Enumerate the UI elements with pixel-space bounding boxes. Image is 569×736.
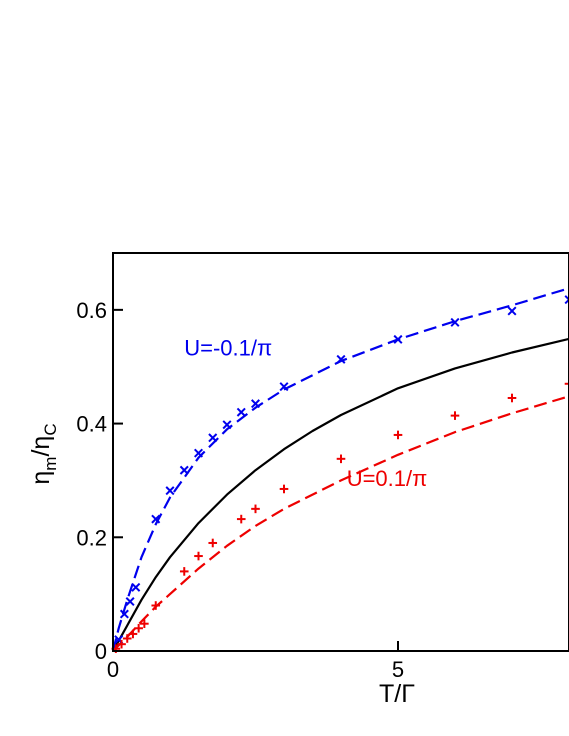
- data-point-plus-marker: [122, 634, 132, 643]
- data-point-plus-marker: [208, 538, 218, 548]
- data-point-x-marker: [193, 448, 204, 458]
- marker-stroke: [336, 354, 346, 364]
- data-point-x-marker: [222, 420, 232, 430]
- annotation-u-negative: U=-0.1/π: [184, 335, 272, 360]
- data-point-plus-marker: [236, 514, 246, 524]
- marker-stroke: [222, 420, 232, 430]
- data-point-x-marker: [208, 433, 218, 443]
- data-point-x-marker: [450, 317, 460, 327]
- marker-stroke: [250, 399, 261, 409]
- data-point-plus-marker: [450, 411, 460, 420]
- dashed-line-u-negative: [111, 287, 569, 652]
- marker-stroke: [393, 334, 403, 344]
- marker-stroke: [193, 448, 204, 458]
- data-point-plus-marker: [251, 504, 260, 514]
- marker-stroke: [450, 317, 460, 327]
- data-point-plus-marker: [128, 629, 138, 639]
- marker-stroke: [236, 407, 246, 417]
- marker-stroke: [564, 295, 569, 302]
- data-point-plus-marker: [194, 551, 203, 561]
- data-point-x-marker: [393, 334, 403, 344]
- y-tick-label: 0.6: [76, 298, 107, 323]
- series-group: [111, 287, 569, 652]
- plot-frame: [112, 252, 569, 652]
- data-point-plus-marker: [179, 567, 189, 576]
- markers-group: [111, 295, 569, 654]
- y-axis-label: ηm/ηC: [27, 423, 60, 484]
- data-point-x-marker: [507, 306, 517, 316]
- y-tick-label: 0.2: [76, 525, 107, 550]
- data-point-x-marker: [165, 486, 175, 496]
- data-point-x-marker: [131, 582, 141, 592]
- x-tick-label: 0: [107, 657, 119, 682]
- data-point-plus-marker: [117, 639, 126, 649]
- marker-stroke: [114, 635, 124, 645]
- marker-stroke: [507, 306, 517, 316]
- marker-stroke: [564, 298, 569, 305]
- x-tick-label: 5: [392, 657, 404, 682]
- data-point-x-marker: [125, 597, 135, 607]
- marker-stroke: [179, 465, 189, 475]
- data-point-plus-marker: [564, 379, 569, 389]
- data-point-x-marker: [119, 609, 129, 619]
- marker-stroke: [125, 597, 135, 607]
- data-point-x-marker: [151, 514, 161, 524]
- x-axis-label: T/Γ: [379, 680, 415, 708]
- data-point-plus-marker: [393, 430, 403, 440]
- marker-stroke: [119, 609, 129, 619]
- y-tick-label: 0.4: [76, 412, 107, 437]
- data-point-x-marker: [250, 399, 261, 409]
- data-point-plus-marker: [279, 484, 289, 494]
- marker-stroke: [131, 582, 141, 592]
- data-point-x-marker: [564, 295, 569, 305]
- data-point-x-marker: [179, 465, 189, 475]
- data-point-plus-marker: [151, 601, 161, 610]
- axes-group: 0 5 0 0.2 0.4 0.6: [76, 298, 404, 682]
- marker-stroke: [208, 433, 218, 443]
- data-point-plus-marker: [140, 619, 149, 629]
- annotation-u-positive: U=0.1/π: [347, 466, 428, 491]
- data-point-plus-marker: [507, 393, 517, 403]
- data-point-plus-marker: [336, 454, 346, 464]
- marker-stroke: [165, 486, 175, 496]
- data-point-x-marker: [336, 354, 346, 364]
- solid-line-u-zero: [112, 337, 569, 652]
- data-point-x-marker: [279, 382, 289, 392]
- marker-stroke: [279, 382, 289, 392]
- y-tick-label: 0: [95, 639, 107, 664]
- data-point-x-marker: [236, 407, 246, 417]
- dashed-line-u-positive: [112, 395, 569, 652]
- data-point-plus-marker: [134, 623, 143, 633]
- marker-stroke: [151, 514, 161, 524]
